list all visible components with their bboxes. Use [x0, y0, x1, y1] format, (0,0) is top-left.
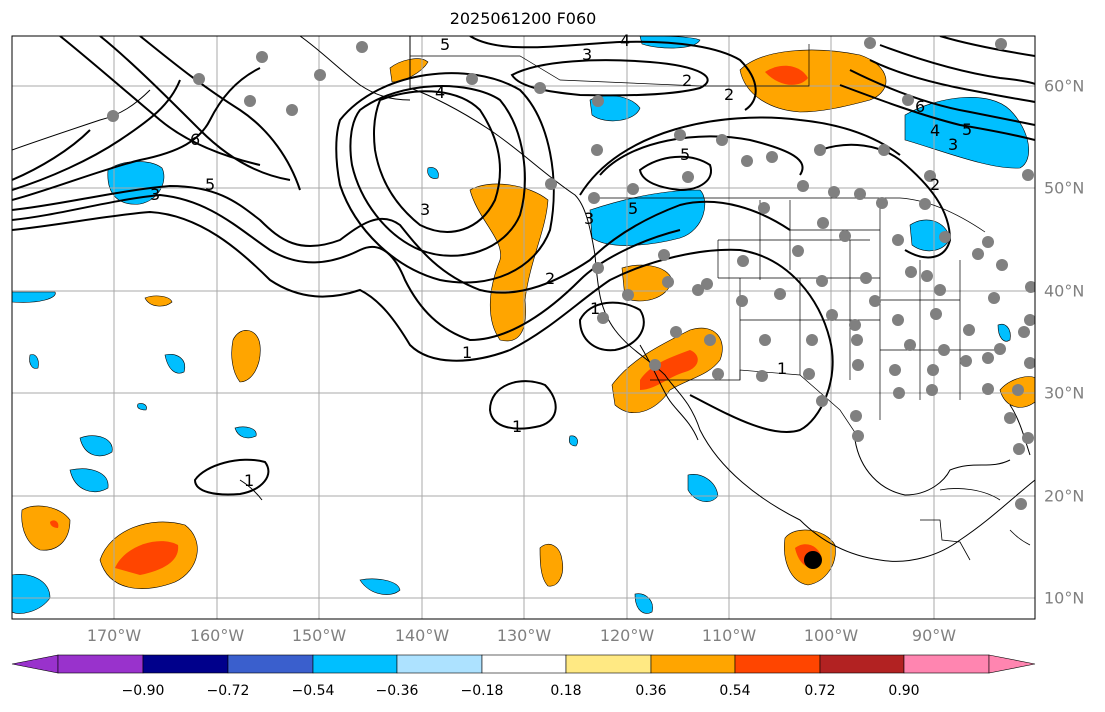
colorbar-tick-label: −0.18 — [460, 683, 504, 699]
contour-label: 4 — [435, 83, 445, 102]
map-title: 2025061200 F060 — [449, 9, 597, 28]
map-frame — [11, 35, 1036, 620]
contour-label: 1 — [512, 417, 522, 436]
storm-center-marker — [804, 551, 822, 569]
contour-label: 3 — [150, 185, 160, 204]
lat-label: 50°N — [1044, 178, 1085, 198]
contour-lines — [12, 36, 1035, 496]
colorbar-tick-label: 0.18 — [550, 683, 582, 699]
station-markers — [107, 37, 1035, 510]
contour-label: 6 — [190, 130, 200, 149]
colorbar-bin — [734, 654, 821, 674]
contour-label: 4 — [620, 31, 630, 50]
colorbar-bin — [142, 654, 229, 674]
colorbar-tick-label: −0.72 — [206, 683, 250, 699]
lat-label: 40°N — [1044, 281, 1085, 301]
colorbar — [11, 654, 1036, 674]
coastlines — [12, 36, 1035, 562]
lon-label: 110°W — [701, 626, 757, 645]
colorbar-tick-label: 0.90 — [888, 683, 920, 699]
graticule — [12, 36, 1035, 619]
contour-label: 2 — [682, 71, 692, 90]
colorbar-bin — [565, 654, 652, 674]
contour-label: 1 — [590, 299, 600, 318]
colorbar-bin — [57, 654, 144, 674]
positive-anomaly-shading — [21, 49, 1035, 589]
lon-label: 100°W — [803, 626, 859, 645]
colorbar-bin — [396, 654, 483, 674]
contour-label: 3 — [420, 200, 430, 219]
colorbar-tick-label: 0.36 — [635, 683, 667, 699]
contour-label: 5 — [440, 35, 450, 54]
colorbar-bin — [227, 654, 314, 674]
lon-label: 140°W — [394, 626, 450, 645]
contour-label: 2 — [545, 269, 555, 288]
colorbar-bin — [481, 654, 567, 674]
colorbar-bin — [312, 654, 398, 674]
contour-label: 1 — [244, 471, 254, 490]
contour-label: 2 — [724, 85, 734, 104]
colorbar-bin — [819, 654, 905, 674]
colorbar-tick-label: 0.72 — [804, 683, 836, 699]
colorbar-bin — [650, 654, 736, 674]
contour-label: 1 — [777, 359, 787, 378]
lat-label: 20°N — [1044, 486, 1085, 506]
colorbar-tick-label: −0.54 — [291, 683, 335, 699]
lon-label: 170°W — [86, 626, 142, 645]
lon-label: 120°W — [599, 626, 655, 645]
lon-label: 160°W — [189, 626, 245, 645]
colorbar-tick-label: 0.54 — [719, 683, 751, 699]
lat-label: 10°N — [1044, 588, 1085, 608]
contour-label: 3 — [584, 209, 594, 228]
contour-label: 3 — [582, 45, 592, 64]
contour-label-group: 5 4 3 2 6 4 3 5 4 6 5 3 2 3 5 2 5 1 3 2 … — [150, 31, 972, 490]
contour-label: 4 — [930, 121, 940, 140]
lat-label: 30°N — [1044, 383, 1085, 403]
contour-label: 1 — [462, 343, 472, 362]
colorbar-extend-high — [988, 654, 1036, 674]
colorbar-bin — [903, 654, 990, 674]
contour-label: 3 — [948, 135, 958, 154]
contour-label: 5 — [628, 199, 638, 218]
lat-label: 60°N — [1044, 76, 1085, 96]
lon-label: 90°W — [911, 626, 957, 645]
contour-label: 5 — [962, 120, 972, 139]
political-borders — [409, 36, 1000, 441]
lon-label: 150°W — [291, 626, 347, 645]
contour-label: 5 — [680, 145, 690, 164]
colorbar-tick-label: −0.90 — [121, 683, 165, 699]
contour-label: 2 — [930, 175, 940, 194]
contour-label: 6 — [915, 97, 925, 116]
mexico-caribbean-outline — [920, 488, 1031, 561]
contour-label: 5 — [205, 175, 215, 194]
colorbar-tick-label: −0.36 — [375, 683, 419, 699]
lon-label: 130°W — [496, 626, 552, 645]
colorbar-extend-low — [11, 654, 59, 674]
